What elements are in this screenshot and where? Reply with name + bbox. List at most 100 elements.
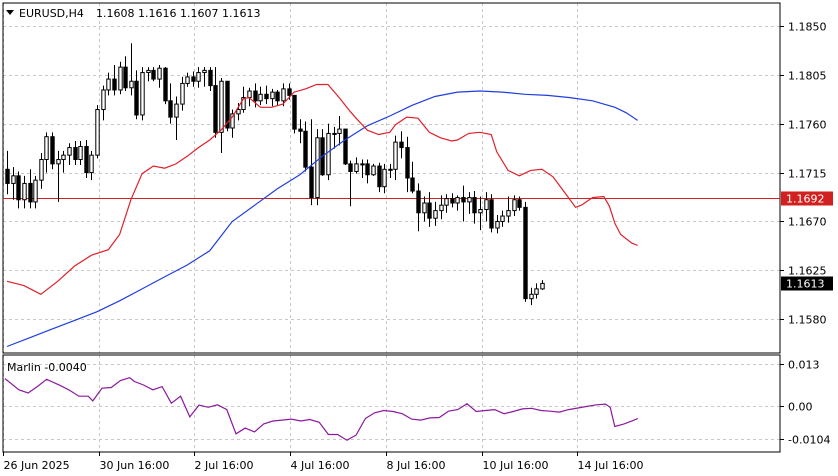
candle: [523, 201, 528, 302]
candle: [303, 121, 308, 172]
time-tick-label: 10 Jul 16:00: [483, 459, 549, 472]
candle-body: [416, 190, 421, 214]
candle-body: [28, 182, 33, 203]
candle-body: [500, 215, 505, 222]
candle-body: [78, 145, 83, 161]
candle-body: [56, 159, 61, 165]
candle: [393, 135, 398, 181]
candle: [28, 169, 33, 209]
price-tick-label: 1.1625: [788, 265, 827, 278]
candle: [202, 67, 207, 87]
candle: [151, 67, 156, 82]
candle: [529, 287, 534, 306]
candle: [534, 283, 539, 299]
candle: [157, 64, 162, 88]
candles[interactable]: [5, 43, 545, 306]
candle: [309, 119, 314, 206]
candle: [73, 141, 78, 165]
candle-body: [61, 154, 66, 161]
candle: [129, 43, 134, 96]
candle-body: [326, 132, 331, 176]
candle-body: [73, 147, 78, 161]
candle-body: [84, 145, 89, 174]
candle: [61, 150, 66, 173]
main-panel[interactable]: 1.1850 1.1805 1.1760 1.1715 1.1670 1.1625 1.15…: [2, 2, 833, 354]
time-tick-label: 14 Jul 16:00: [578, 459, 644, 472]
candle-body: [146, 69, 151, 74]
candle: [112, 64, 117, 96]
candle-body: [275, 91, 280, 102]
level-price-tag: [781, 191, 833, 206]
candle-body: [332, 132, 337, 135]
candle: [478, 196, 483, 231]
candle: [472, 191, 477, 224]
candle: [89, 150, 94, 181]
candle-body: [292, 94, 297, 130]
candle-body: [101, 89, 106, 111]
candle-body: [196, 72, 201, 82]
time-tick-label: 4 Jul 16:00: [291, 459, 350, 472]
candle-body: [134, 80, 139, 116]
candle-body: [219, 80, 224, 133]
candle-body: [185, 76, 190, 84]
candle-body: [377, 165, 382, 188]
candle: [44, 132, 49, 173]
oscillator-label: Marlin -0.0040: [7, 361, 87, 374]
candle-body: [529, 293, 534, 300]
candle-body: [281, 88, 286, 102]
candle-body: [163, 67, 168, 102]
candle: [163, 67, 168, 105]
candle: [84, 139, 89, 178]
candle: [332, 126, 337, 149]
candle-body: [506, 210, 511, 217]
candle: [174, 96, 179, 140]
candle: [467, 192, 472, 214]
candle-body: [303, 130, 308, 168]
oscillator-panel[interactable]: Marlin -0.0040 0.013 0.00 -0.0104: [2, 354, 830, 453]
oscillator-panel-frame: [2, 354, 781, 453]
price-axis[interactable]: 1.1850 1.1805 1.1760 1.1715 1.1670 1.1625 1.15…: [780, 21, 833, 327]
candle: [95, 105, 100, 159]
candle-body: [236, 109, 241, 115]
candle: [168, 83, 173, 124]
candle: [388, 163, 393, 178]
chart-header: EURUSD,H4 1.1608 1.1616 1.1607 1.1613: [6, 7, 260, 20]
candle-body: [168, 100, 173, 118]
candle: [101, 85, 106, 121]
oscillator-axis[interactable]: 0.013 0.00 -0.0104: [780, 359, 830, 447]
candle-body: [230, 113, 235, 129]
candle: [427, 192, 432, 227]
level-price-label: 1.1692: [786, 193, 825, 206]
candle: [16, 171, 21, 209]
candle-body: [118, 66, 123, 91]
candle-body: [337, 128, 342, 134]
triangle-down-icon[interactable]: [6, 10, 14, 15]
candle: [213, 67, 218, 138]
candle-body: [388, 168, 393, 171]
candle-body: [253, 90, 258, 102]
candle: [439, 195, 444, 220]
price-tick-label: 1.1850: [788, 21, 827, 34]
candle: [123, 56, 128, 92]
candle-body: [157, 67, 162, 80]
candle: [371, 163, 376, 176]
time-tick-label: 26 Jun 2025: [4, 459, 70, 472]
candle: [365, 159, 370, 184]
time-tick-label: 2 Jul 16:00: [195, 459, 254, 472]
last-price-label: 1.1613: [786, 278, 825, 291]
candle: [506, 196, 511, 223]
candle: [517, 196, 522, 211]
candle-body: [439, 204, 444, 212]
candle: [196, 67, 201, 88]
candle: [337, 116, 342, 146]
candle: [444, 194, 449, 213]
candle: [118, 61, 123, 95]
candle-body: [489, 199, 494, 229]
candle: [230, 109, 235, 138]
candle-body: [39, 159, 44, 181]
time-axis[interactable]: 26 Jun 2025 30 Jun 16:00 2 Jul 16:00 4 Jul …: [3, 452, 644, 472]
candle-body: [264, 93, 269, 100]
candle: [455, 195, 460, 211]
